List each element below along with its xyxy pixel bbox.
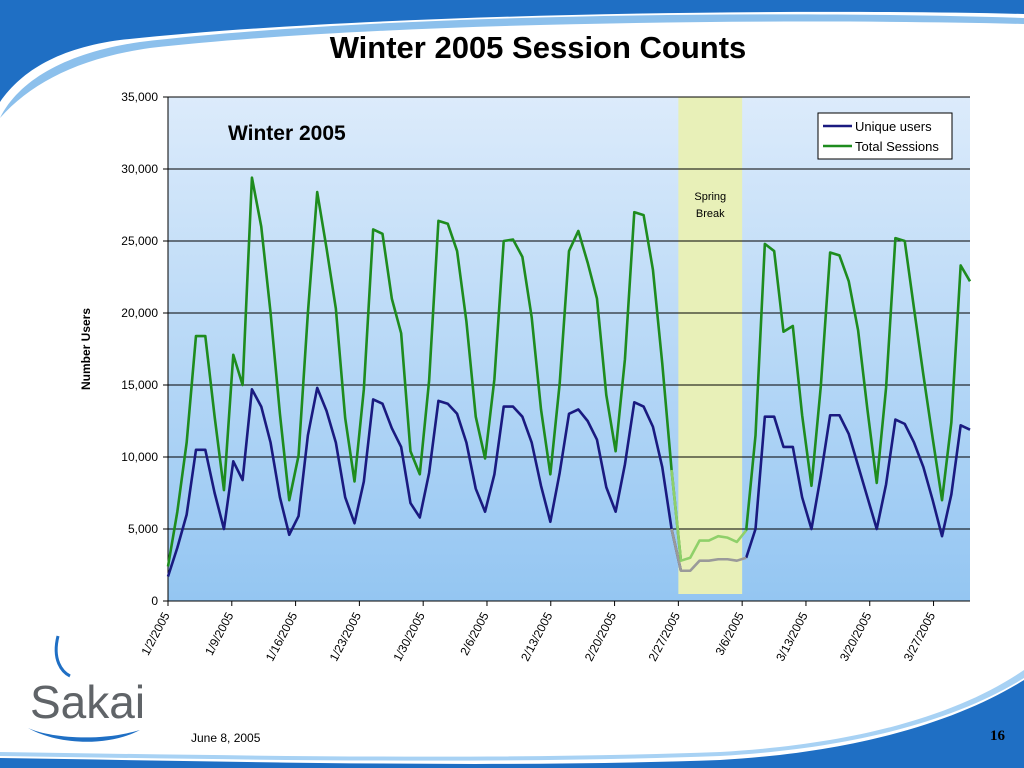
y-tick-label: 15,000 [121,378,158,392]
spring-break-band [678,97,743,594]
series-line-break [670,528,747,573]
y-tick-label: 0 [151,594,158,608]
x-tick-label: 3/6/2005 [713,610,747,658]
y-tick-label: 30,000 [121,162,158,176]
series-line [744,413,971,559]
y-axis-title: Number Users [79,308,93,390]
y-tick-label: 5,000 [128,522,158,536]
header-swoosh [0,0,1024,102]
y-tick-label: 35,000 [121,90,158,104]
x-tick-label: 1/2/2005 [138,610,172,658]
x-tick-label: 1/30/2005 [390,610,428,664]
legend-label: Total Sessions [855,139,939,154]
legend-label: Unique users [855,119,932,134]
page-number: 16 [990,728,1005,744]
plot-area [168,97,970,601]
legend-box [817,112,953,160]
y-tick-label: 10,000 [121,450,158,464]
series-line [166,176,683,567]
spring-break-label: Break [696,208,725,220]
legend: Unique users Total Sessions [817,112,953,160]
footer-swoosh [0,680,1024,768]
x-tick-label: 1/9/2005 [202,610,236,658]
logo-wordmark: Sakai [30,676,145,728]
x-tick-label: 2/6/2005 [457,610,491,658]
x-tick-label: 2/27/2005 [646,610,684,664]
x-tick-label: 2/20/2005 [582,610,620,664]
y-tick-label: 20,000 [121,306,158,320]
x-tick-label: 3/20/2005 [837,610,875,664]
sakai-logo: Sakai [28,635,145,742]
logo-swirl [54,635,71,678]
x-tick-label: 2/13/2005 [518,610,556,664]
spring-break-label: Spring [694,191,726,203]
logo-wave [28,728,140,742]
x-tick-label: 3/27/2005 [901,610,939,664]
footer-date: June 8, 2005 [191,731,261,745]
series-line-break [670,469,748,562]
chart-title: Winter 2005 [228,122,346,145]
y-tick-label: 25,000 [121,234,158,248]
series-line [166,386,683,577]
slide-title: Winter 2005 Session Counts [329,30,747,65]
x-tick-label: 1/16/2005 [263,610,301,664]
series-line [744,236,972,531]
x-tick-label: 3/13/2005 [773,610,811,664]
x-tick-label: 1/23/2005 [327,610,365,664]
